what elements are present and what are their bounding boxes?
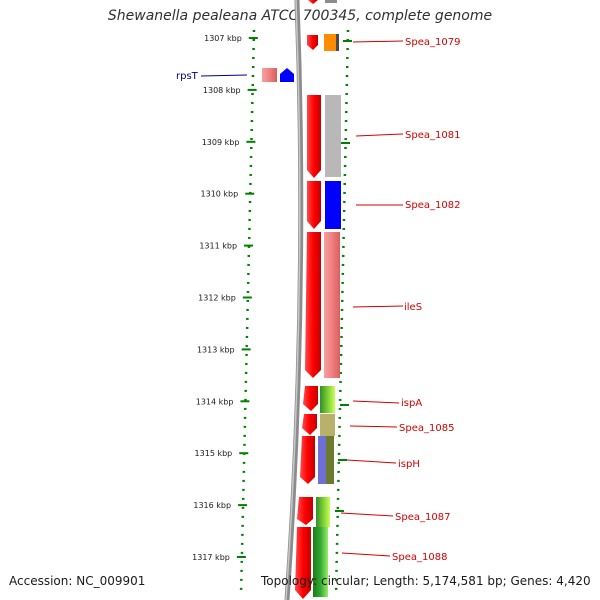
gene-arrow-red-iles[interactable] [305, 232, 321, 378]
gene-arrow-red-1079[interactable] [307, 35, 318, 50]
label-spea-1085[interactable]: Spea_1085 [399, 423, 454, 434]
gene-iles[interactable] [324, 232, 340, 378]
gene-arrow-red-1085[interactable] [302, 414, 317, 435]
label-iles[interactable]: ileS [404, 302, 422, 313]
label-spea-1088[interactable]: Spea_1088 [392, 552, 447, 563]
gene-isph-overlap [326, 436, 334, 484]
gene-arrow-blue-rpst[interactable] [280, 68, 294, 82]
scale-tick-label: 1310 kbp [201, 190, 239, 199]
gene-rpst[interactable] [262, 68, 277, 82]
gene-arrow-red-1081[interactable] [307, 95, 321, 178]
label-spea-1082[interactable]: Spea_1082 [405, 200, 460, 211]
accession-text: Accession: NC_009901 [9, 574, 146, 588]
scale-tick-label: 1307 kbp [204, 34, 242, 43]
scale-tick-label: 1308 kbp [203, 86, 241, 95]
scale-bar: 1307 kbp 1308 kbp 1309 kbp 1310 kbp 1311 kbp… [192, 29, 258, 596]
gene-arrow-top-red[interactable] [308, 0, 318, 4]
scale-dotted-line [239, 29, 256, 596]
genome-backbone [284, 0, 304, 600]
scale-tick-label: 1316 kbp [193, 501, 231, 510]
gene-arrow-red-1082[interactable] [307, 181, 321, 229]
gene-arrow-top-gray[interactable] [325, 0, 337, 3]
gene-arrow-red-ispa[interactable] [303, 386, 318, 411]
label-spea-1081[interactable]: Spea_1081 [405, 130, 460, 141]
gene-spea-1079-edge [336, 34, 339, 51]
label-rpst[interactable]: rpsT [176, 71, 199, 82]
gene-arrow-red-1088[interactable] [295, 527, 311, 599]
gene-spea-1082[interactable] [325, 181, 341, 229]
label-ispa[interactable]: ispA [401, 398, 422, 409]
scale-tick-label: 1317 kbp [192, 553, 230, 562]
scale-tick-label: 1314 kbp [196, 397, 234, 406]
gene-spea-1087[interactable] [316, 497, 330, 527]
scale-tick-label: 1309 kbp [202, 138, 240, 147]
scale-tick-label: 1315 kbp [195, 449, 233, 458]
gene-spea-1085[interactable] [320, 414, 335, 436]
gene-ispa[interactable] [320, 386, 335, 413]
gene-isph[interactable] [318, 436, 326, 484]
label-spea-1087[interactable]: Spea_1087 [395, 512, 450, 523]
topology-text: Topology: circular; Length: 5,174,581 bp… [261, 574, 591, 588]
label-isph[interactable]: ispH [398, 459, 420, 470]
gene-arrow-red-isph[interactable] [300, 436, 315, 484]
gene-spea-1081[interactable] [325, 95, 341, 177]
scale-tick-labels: 1307 kbp 1308 kbp 1309 kbp 1310 kbp 1311 kbp… [192, 34, 242, 562]
scale-tick-label: 1312 kbp [198, 294, 236, 303]
gene-spea-1088[interactable] [313, 527, 328, 597]
gene-spea-1079[interactable] [324, 34, 337, 51]
rpst-leader [200, 74, 248, 77]
genome-backbone-highlight [285, 0, 301, 600]
scale-tick-label: 1311 kbp [199, 242, 237, 251]
label-spea-1079[interactable]: Spea_1079 [405, 37, 460, 48]
scale-tick-label: 1313 kbp [197, 345, 235, 354]
gene-label-leaders [340, 40, 404, 557]
gene-arrow-red-1087[interactable] [297, 497, 313, 525]
scale-tick-marks [236, 37, 258, 558]
